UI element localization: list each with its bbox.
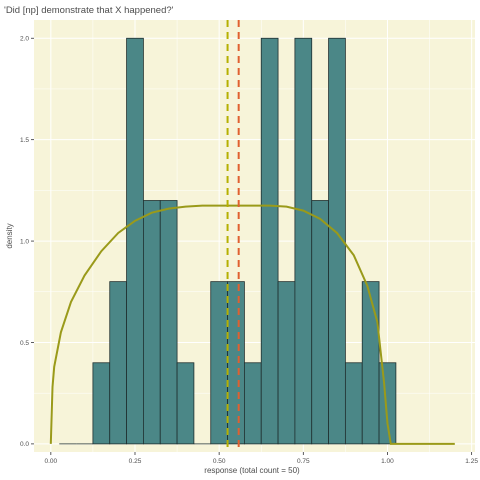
y-tick-label: 2.0 bbox=[20, 36, 29, 43]
histogram-bar bbox=[176, 362, 195, 445]
axis-ticks: 0.00 0.25 0.50 0.75 1.00 1.25 0.0 0.5 1.0 1.5 2.0 bbox=[20, 36, 478, 465]
histogram-bar bbox=[328, 37, 346, 445]
x-tick-label: 0.50 bbox=[213, 458, 226, 465]
histogram-bar bbox=[126, 37, 144, 445]
y-tick-label: 1.0 bbox=[20, 238, 29, 245]
histogram-bar bbox=[109, 281, 127, 445]
y-tick-label: 0.5 bbox=[20, 340, 29, 347]
histogram-bar bbox=[344, 362, 363, 445]
histogram-bar bbox=[210, 281, 228, 445]
histogram-bar bbox=[277, 281, 296, 445]
y-axis-label: density bbox=[5, 223, 14, 248]
x-tick-label: 0.25 bbox=[129, 458, 142, 465]
x-tick-label: 1.25 bbox=[465, 458, 478, 465]
reference-lines bbox=[226, 20, 240, 452]
x-tick-label: 0.75 bbox=[297, 458, 310, 465]
x-axis-label: response (total count = 50) bbox=[204, 466, 300, 475]
histogram-bar bbox=[92, 362, 111, 445]
histogram-bar bbox=[311, 200, 329, 445]
histogram-bar bbox=[361, 281, 380, 445]
histogram-bar bbox=[227, 281, 245, 445]
x-tick-label: 0.00 bbox=[45, 458, 58, 465]
y-tick-label: 1.5 bbox=[20, 137, 29, 144]
x-tick-label: 1.00 bbox=[381, 458, 394, 465]
histogram-bar bbox=[159, 200, 178, 445]
histogram-bar bbox=[378, 362, 397, 445]
histogram-bar bbox=[294, 37, 313, 445]
histogram-bar bbox=[260, 37, 279, 445]
y-tick-label: 0.0 bbox=[20, 441, 29, 448]
chart-title: 'Did [np] demonstrate that X happened?' bbox=[4, 5, 174, 16]
histogram-bar bbox=[244, 362, 262, 445]
histogram-bar bbox=[143, 200, 161, 445]
